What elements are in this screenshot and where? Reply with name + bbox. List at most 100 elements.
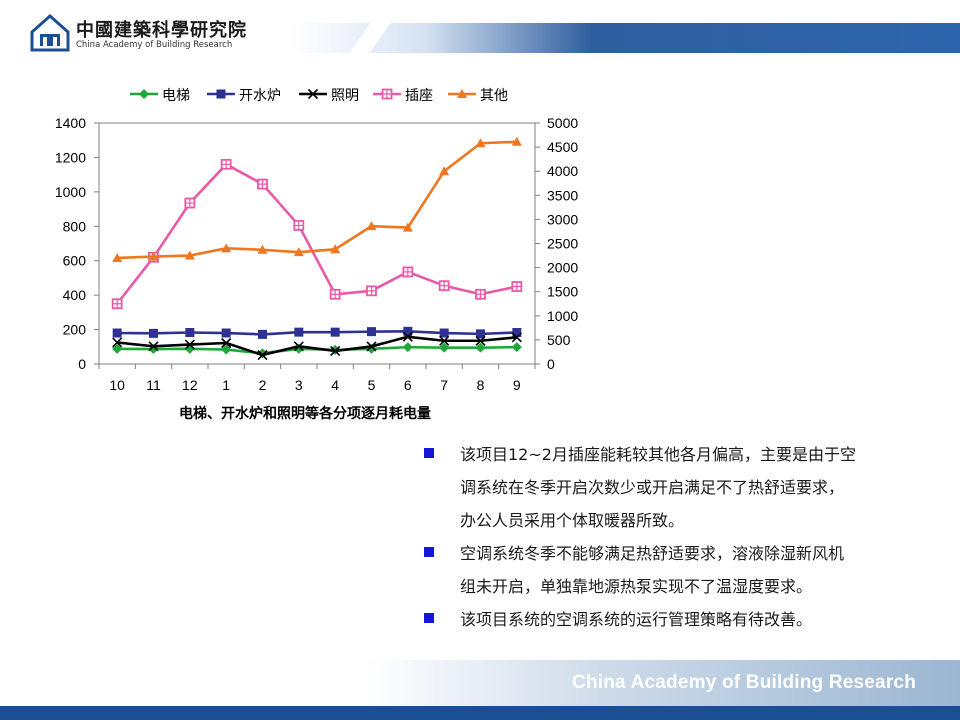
bullet-line: 该项目12~2月插座能耗较其他各月偏高，主要是由于空 <box>460 445 856 464</box>
legend-label: 开水炉 <box>239 88 281 104</box>
footer-banner <box>0 660 960 706</box>
series-2-point <box>149 328 158 338</box>
series-5-point <box>148 251 159 261</box>
series-2-point <box>439 328 449 338</box>
line-chart: 0200400600800100012001400050010001500200… <box>55 88 579 422</box>
series-4-point-hatch <box>476 289 485 299</box>
series-2-point <box>403 326 413 336</box>
chart-title: 电梯、开水炉和照明等各分项逐月耗电量 <box>179 405 431 422</box>
series-3-point <box>402 331 413 342</box>
series-5-point <box>257 244 268 254</box>
series-5-point <box>511 136 522 146</box>
y-right-tick-label: 2000 <box>547 260 578 276</box>
series-2-point <box>221 328 231 338</box>
series-3-point <box>184 339 195 350</box>
legend-marker <box>457 89 467 98</box>
plot-area <box>98 122 536 365</box>
series-2-point <box>294 327 304 337</box>
bullet-square-icon <box>424 547 434 557</box>
y-right-tick-label: 0 <box>547 356 555 372</box>
bullet-line: 该项目系统的空调系统的运行管理策略有待改善。 <box>460 610 813 629</box>
series-4-point-hatch <box>185 198 195 208</box>
series-2-point <box>112 328 122 338</box>
logo-chinese-text: 中國建築科學研究院 <box>76 20 247 41</box>
y-left-tick-label: 1400 <box>55 115 86 131</box>
series-1-point <box>257 348 268 359</box>
x-tick-label: 10 <box>109 377 125 393</box>
x-tick-label: 6 <box>404 377 412 393</box>
series-5-point <box>112 252 123 262</box>
series-4-point-hatch <box>367 286 376 296</box>
series-2-point <box>476 329 485 339</box>
series-4-point-hatch <box>258 179 267 189</box>
bullet-item-3: 该项目系统的空调系统的运行管理策略有待改善。 <box>424 603 924 636</box>
series-4-point-hatch <box>439 281 449 291</box>
series-3-point <box>112 337 123 348</box>
x-tick-label: 2 <box>259 377 267 393</box>
x-tick-label: 1 <box>222 377 230 393</box>
y-left-tick-label: 800 <box>63 218 87 234</box>
y-right-tick-label: 3500 <box>547 187 578 203</box>
series-3-point <box>439 335 450 346</box>
series-5-point <box>366 221 377 231</box>
series-5-point <box>475 138 486 148</box>
y-right-tick-label: 1500 <box>547 284 578 300</box>
legend-label: 电梯 <box>162 88 190 104</box>
x-tick-label: 12 <box>182 377 198 393</box>
legend-marker <box>307 88 319 100</box>
x-tick-label: 8 <box>477 377 485 393</box>
series-line-5 <box>117 140 517 260</box>
series-5-point <box>330 244 341 254</box>
series-5-point <box>402 222 413 232</box>
bullet-line: 空调系统冬季不能够满足热舒适要求，溶液除湿新风机 <box>460 544 845 563</box>
footer-text: China Academy of Building Research <box>572 672 916 693</box>
bullet-line: 办公人员采用个体取暖器所致。 <box>460 511 685 530</box>
series-line-3 <box>117 335 517 357</box>
footer-bottom-bar <box>0 706 960 720</box>
series-5-point <box>184 250 195 260</box>
bullet-item-1: 该项目12~2月插座能耗较其他各月偏高，主要是由于空 调系统在冬季开启次数少或开… <box>424 438 924 537</box>
series-5-point <box>293 247 304 257</box>
series-1-point <box>439 342 450 353</box>
y-left-tick-label: 1200 <box>55 149 86 165</box>
series-1-point <box>402 342 413 353</box>
series-3-point <box>293 341 304 352</box>
header: 中國建築科學研究院 China Academy of Building Rese… <box>0 0 960 60</box>
series-3-point <box>475 335 486 346</box>
footer: China Academy of Building Research <box>0 660 960 720</box>
series-3-point <box>511 332 522 343</box>
series-3-point <box>148 341 159 352</box>
series-3-point <box>330 345 341 356</box>
series-2-point <box>330 327 340 337</box>
y-right-tick-label: 4500 <box>547 139 578 155</box>
y-right-tick-label: 1000 <box>547 308 578 324</box>
legend-marker <box>216 89 226 99</box>
series-4-point-hatch <box>512 282 522 292</box>
series-1-point <box>221 344 232 355</box>
series-line-2 <box>117 329 517 336</box>
x-tick-label: 3 <box>295 377 303 393</box>
series-2-point <box>185 327 195 337</box>
x-tick-label: 7 <box>440 377 448 393</box>
series-4-point-hatch <box>403 267 413 277</box>
series-4-point-hatch <box>330 289 340 299</box>
bullet-square-icon <box>424 613 434 623</box>
series-4-point-hatch <box>294 220 304 230</box>
bullet-square-icon <box>424 448 434 458</box>
bullet-line: 调系统在冬季开启次数少或开启满足不了热舒适要求， <box>460 478 845 497</box>
series-5-point <box>221 243 232 253</box>
header-banner <box>290 23 960 53</box>
logo-english-text: China Academy of Building Research <box>76 40 233 50</box>
series-3-point <box>257 349 268 361</box>
bullet-list: 该项目12~2月插座能耗较其他各月偏高，主要是由于空 调系统在冬季开启次数少或开… <box>424 438 924 636</box>
bullet-line: 组未开启，单独靠地源热泵实现不了温湿度要求。 <box>460 577 813 596</box>
series-4-point-hatch <box>221 159 231 169</box>
series-line-4 <box>116 163 518 305</box>
legend-marker <box>139 89 149 99</box>
x-tick-label: 5 <box>368 377 376 393</box>
y-left-tick-label: 400 <box>63 287 87 303</box>
legend-label: 插座 <box>405 88 433 104</box>
y-right-tick-label: 3000 <box>547 211 578 227</box>
series-4-point-hatch <box>112 299 122 309</box>
series-2-point <box>512 327 522 337</box>
